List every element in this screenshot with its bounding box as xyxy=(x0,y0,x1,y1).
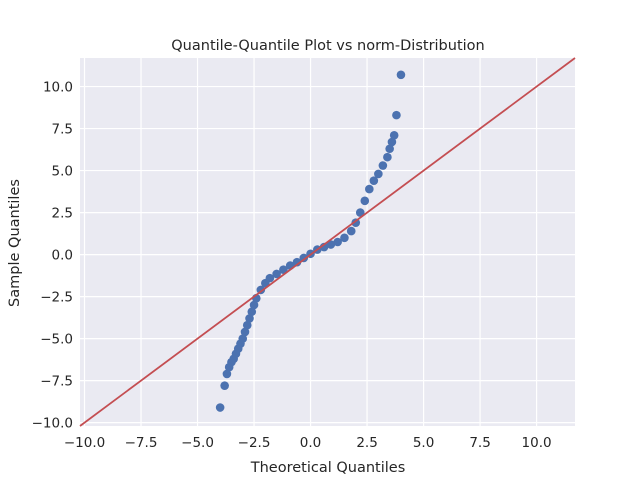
data-point xyxy=(374,169,383,179)
y-tick-label: −7.5 xyxy=(40,374,73,390)
x-tick-labels: −10.0 −7.5 −5.0 −2.5 0.0 2.5 5.0 7.5 10.0 xyxy=(64,435,552,451)
data-point xyxy=(333,237,342,247)
y-tick-labels: −10.0 −7.5 −5.0 −2.5 0.0 2.5 5.0 7.5 10.0 xyxy=(32,80,73,432)
data-point xyxy=(292,257,302,267)
data-point xyxy=(365,184,374,194)
y-tick-label: −2.5 xyxy=(40,290,73,306)
data-point xyxy=(242,320,252,330)
data-point xyxy=(272,269,281,279)
y-tick-label: 2.5 xyxy=(52,206,73,222)
data-point xyxy=(351,218,361,227)
grid-lines xyxy=(80,58,575,426)
data-point xyxy=(389,130,399,140)
data-point xyxy=(215,403,225,412)
data-point xyxy=(378,161,388,170)
data-point xyxy=(340,233,349,243)
data-point xyxy=(256,285,266,295)
y-tick-label: 5.0 xyxy=(52,164,73,180)
data-point xyxy=(240,327,250,337)
data-point xyxy=(238,334,248,343)
data-point xyxy=(265,273,275,283)
data-point xyxy=(249,300,259,310)
data-points xyxy=(215,70,406,412)
data-point xyxy=(369,176,379,185)
x-tick-label: −5.0 xyxy=(181,435,214,451)
data-point xyxy=(222,369,232,379)
x-axis-label: Theoretical Quantiles xyxy=(250,460,406,476)
y-tick-label: −10.0 xyxy=(32,416,73,432)
x-tick-label: −7.5 xyxy=(125,435,158,451)
x-tick-label: −10.0 xyxy=(64,435,105,451)
x-tick-label: 5.0 xyxy=(413,435,434,451)
data-point xyxy=(385,144,394,154)
data-point xyxy=(346,226,356,236)
data-point xyxy=(247,307,257,317)
data-point xyxy=(279,265,288,275)
x-tick-label: 10.0 xyxy=(522,435,552,451)
y-tick-label: 7.5 xyxy=(52,122,73,138)
data-point xyxy=(360,196,370,206)
data-point xyxy=(245,314,254,323)
data-point xyxy=(355,208,365,217)
data-point xyxy=(387,137,397,147)
x-tick-label: 0.0 xyxy=(300,435,321,451)
data-point xyxy=(326,240,336,249)
data-point xyxy=(299,253,309,263)
data-point xyxy=(392,110,401,120)
y-axis-label: Sample Quantiles xyxy=(7,179,23,307)
reference-line xyxy=(79,57,576,427)
x-tick-label: 2.5 xyxy=(356,435,377,451)
data-point xyxy=(383,152,392,162)
y-tick-label: 10.0 xyxy=(43,80,73,96)
x-tick-label: −2.5 xyxy=(238,435,271,451)
y-tick-label: 0.0 xyxy=(52,248,73,264)
y-tick-label: −5.0 xyxy=(40,332,73,348)
data-point xyxy=(220,381,229,390)
chart-title: Quantile-Quantile Plot vs norm-Distribut… xyxy=(171,38,484,54)
data-point xyxy=(319,242,329,252)
data-point xyxy=(396,70,406,80)
x-tick-label: 7.5 xyxy=(469,435,490,451)
